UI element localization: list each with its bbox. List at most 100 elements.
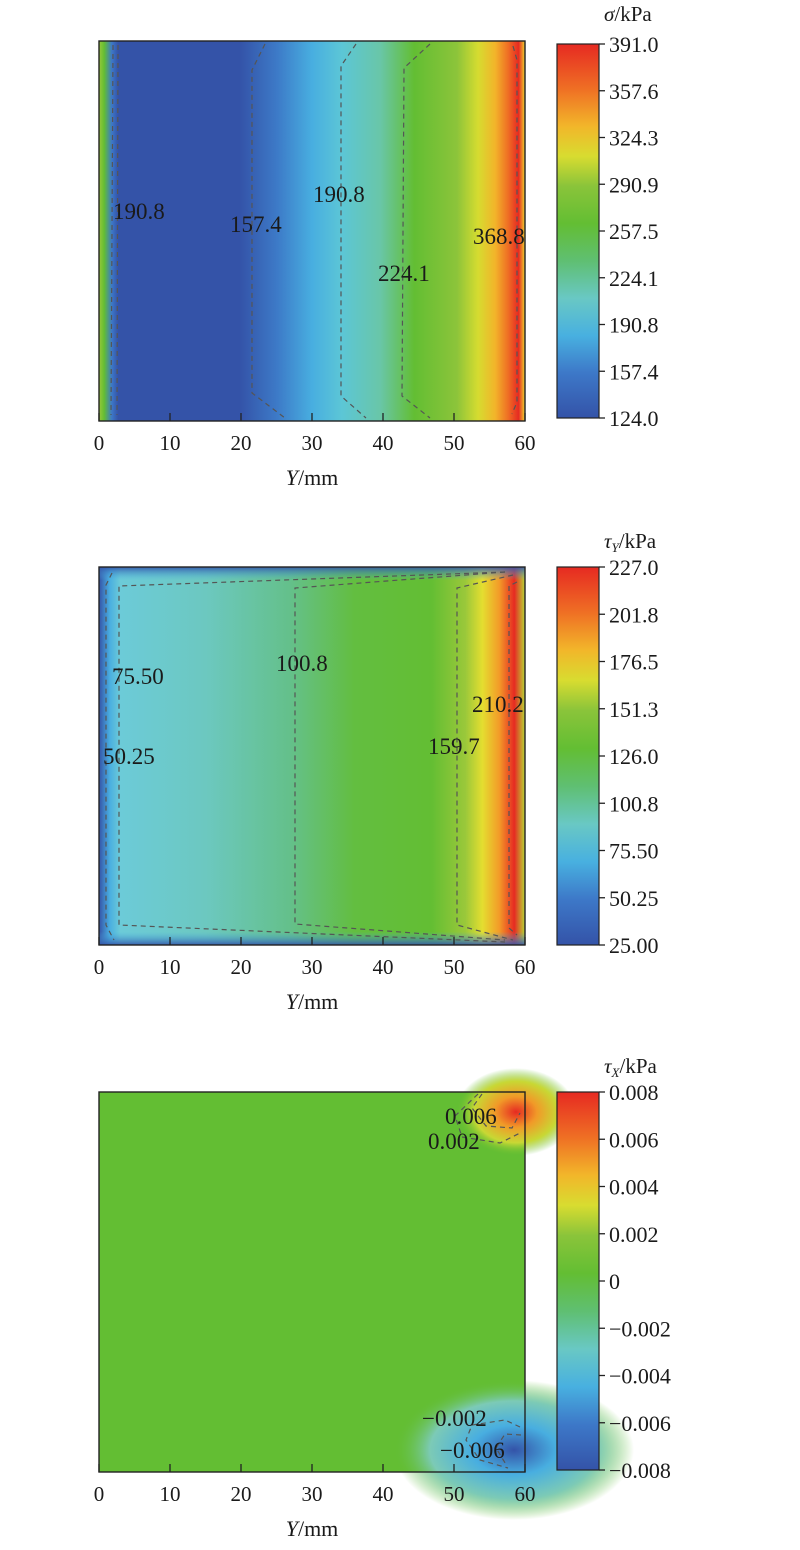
colorbar-tick-label: 227.0: [609, 555, 659, 580]
x-tick-label: 20: [231, 955, 252, 979]
contour-line: [471, 1093, 521, 1129]
colorbar-tick-label: 0: [609, 1269, 620, 1294]
contour-line: [511, 45, 518, 415]
contour-label: −0.002: [422, 1406, 487, 1431]
panel-tauY: 75.50 100.8 210.2 50.25 159.7 0 10 20 30 40 5…: [94, 529, 659, 1014]
colorbar-tick-label: 201.8: [609, 602, 659, 627]
x-tick-label: 60: [515, 955, 536, 979]
colorbar-tick-label: 324.3: [609, 126, 659, 151]
contour-label: 50.25: [103, 744, 155, 769]
x-tick-label: 30: [302, 1482, 323, 1506]
colorbar-tick-label: −0.006: [609, 1411, 671, 1436]
x-tick-label: 60: [515, 431, 536, 455]
contour-label: 159.7: [428, 734, 480, 759]
colorbar-tick-label: 176.5: [609, 650, 659, 675]
contour-label: 75.50: [112, 664, 164, 689]
colorbar-tick-label: −0.004: [609, 1364, 671, 1389]
contour-label: 157.4: [230, 212, 282, 237]
contour-line: [340, 43, 367, 419]
x-tick-label: 50: [444, 431, 465, 455]
colorbar-tick-label: 75.50: [609, 839, 659, 864]
x-axis-label: Y/mm: [286, 989, 339, 1014]
colorbar-tick-label: 124.0: [609, 406, 659, 431]
contour-line: [116, 44, 119, 416]
x-axis: 0 10 20 30 40 50 60 Y/mm: [94, 1464, 536, 1541]
colorbar-tick-label: 190.8: [609, 313, 659, 338]
x-tick-label: 50: [444, 955, 465, 979]
colorbar-tick-label: 25.00: [609, 933, 659, 958]
x-axis-label: Y/mm: [286, 1516, 339, 1541]
panel-tauX: 0.006 0.002 −0.002 −0.006 0 10 20 30 40 50 60 …: [94, 1054, 671, 1541]
x-tick-label: 30: [302, 431, 323, 455]
contour-label: 368.8: [473, 224, 525, 249]
x-tick-label: 0: [94, 1482, 105, 1506]
colorbar-tick-label: 157.4: [609, 359, 659, 384]
x-tick-label: 10: [160, 431, 181, 455]
contour-label: 0.002: [428, 1129, 480, 1154]
contour-lines: [110, 43, 518, 419]
colorbar-tick-label: 357.6: [609, 79, 659, 104]
x-tick-label: 10: [160, 955, 181, 979]
colorbar-tick-label: 50.25: [609, 886, 659, 911]
colorbar-tick-label: 126.0: [609, 744, 659, 769]
contour-labels: 75.50 100.8 210.2 50.25 159.7: [103, 651, 524, 769]
colorbar-title: τY/kPa: [604, 529, 657, 555]
colorbar-tick-label: 151.3: [609, 697, 659, 722]
contour-line: [251, 43, 286, 419]
contour-label: 224.1: [378, 261, 430, 286]
colorbar-tick-label: 257.5: [609, 219, 659, 244]
colorbar-tick-label: 0.008: [609, 1080, 659, 1105]
x-tick-label: 60: [515, 1482, 536, 1506]
x-tick-label: 0: [94, 955, 105, 979]
contour-line: [105, 572, 115, 941]
x-tick-label: 10: [160, 1482, 181, 1506]
colorbar-tick-label: 290.9: [609, 172, 659, 197]
x-tick-label: 40: [373, 431, 394, 455]
contour-label: 0.006: [445, 1104, 497, 1129]
contour-label: 210.2: [472, 692, 524, 717]
contour-line: [294, 571, 506, 941]
x-axis-label: Y/mm: [286, 465, 339, 490]
contour-label: −0.006: [440, 1438, 505, 1463]
contour-lines: [454, 1093, 523, 1469]
contour-line: [456, 574, 514, 941]
colorbar-scale: [556, 43, 600, 419]
colorbar-tick-label: −0.002: [609, 1316, 671, 1341]
contour-labels: 0.006 0.002 −0.002 −0.006: [422, 1104, 505, 1463]
contour-labels: 190.8 157.4 190.8 368.8 224.1: [113, 182, 525, 286]
colorbar-tick-label: 100.8: [609, 791, 659, 816]
colorbar: τX/kPa 0.008 0.006 0.004 0.002 0 −0.002 −0.004…: [556, 1054, 671, 1483]
colorbar-title: τX/kPa: [604, 1054, 657, 1080]
colorbar-title: σ/kPa: [604, 2, 652, 26]
x-tick-label: 0: [94, 431, 105, 455]
contour-label: 190.8: [313, 182, 365, 207]
colorbar-tick-label: −0.008: [609, 1458, 671, 1483]
x-tick-label: 40: [373, 1482, 394, 1506]
hot-spot: [456, 1068, 576, 1156]
heatmap-edge-shading: [99, 567, 525, 945]
colorbar-tick-label: 224.1: [609, 266, 659, 291]
contour-lines: [105, 571, 518, 943]
contour-label: 100.8: [276, 651, 328, 676]
colorbar-scale: [556, 1091, 600, 1471]
colorbar: σ/kPa 391.0 357.6 324.3 290.9 257.5 224.1 190.…: [556, 2, 659, 431]
x-tick-label: 20: [231, 1482, 252, 1506]
contour-line: [465, 1419, 521, 1469]
panel-sigma: 190.8 157.4 190.8 368.8 224.1 0 10 20 30 40 5…: [94, 2, 659, 490]
x-tick-label: 20: [231, 431, 252, 455]
contour-line: [454, 1093, 523, 1144]
colorbar-tick-label: 0.004: [609, 1175, 659, 1200]
x-tick-label: 30: [302, 955, 323, 979]
colorbar-scale: [556, 566, 600, 946]
x-axis: 0 10 20 30 40 50 60 Y/mm: [94, 413, 536, 490]
contour-line: [508, 581, 518, 936]
colorbar-tick-label: 391.0: [609, 32, 659, 57]
contour-line: [401, 43, 431, 419]
colorbar-tick-label: 0.002: [609, 1222, 659, 1247]
x-axis: 0 10 20 30 40 50 60 Y/mm: [94, 937, 536, 1014]
contour-line: [118, 571, 506, 943]
heatmap-field: [99, 41, 525, 421]
colorbar: τY/kPa 227.0 201.8 176.5 151.3 126.0 100.8 75.…: [556, 529, 659, 958]
x-tick-label: 40: [373, 955, 394, 979]
